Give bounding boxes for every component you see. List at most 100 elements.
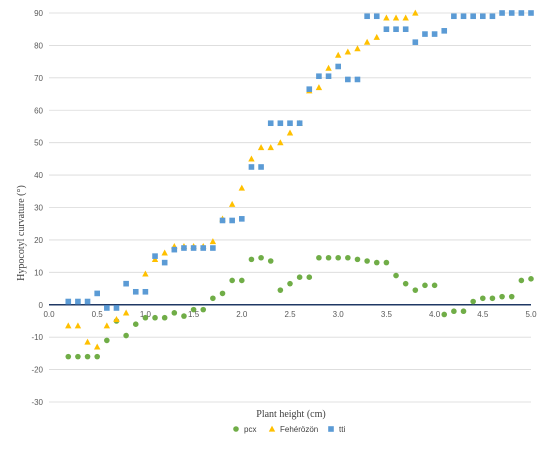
data-point <box>402 14 409 21</box>
data-point <box>257 144 265 151</box>
data-point <box>335 63 341 70</box>
data-point <box>402 26 409 33</box>
data-point <box>248 155 255 162</box>
data-point <box>518 277 525 284</box>
data-point <box>219 217 226 224</box>
legend-marker <box>328 426 334 432</box>
data-point <box>354 256 361 263</box>
x-tick-label: 1.5 <box>188 310 200 319</box>
data-point <box>402 280 409 287</box>
data-point <box>287 120 293 127</box>
data-series <box>65 9 534 360</box>
x-tick-label: 2.5 <box>284 310 296 319</box>
data-point <box>75 353 81 360</box>
x-tick-label: 3.0 <box>333 310 345 319</box>
data-point <box>229 277 235 284</box>
data-point <box>200 245 207 251</box>
data-point <box>373 13 380 20</box>
data-point <box>451 13 457 20</box>
y-tick-label: -30 <box>31 398 43 407</box>
data-point <box>104 305 110 311</box>
data-point <box>277 120 284 127</box>
x-tick-label: 0.5 <box>92 310 104 319</box>
data-point <box>412 39 419 45</box>
data-point <box>363 38 371 45</box>
data-point <box>181 313 187 319</box>
data-point <box>306 86 313 92</box>
data-point <box>277 139 284 146</box>
y-axis-title: Hypocotyl curvature (°) <box>16 185 27 281</box>
data-point <box>441 311 448 318</box>
data-point <box>489 295 496 302</box>
data-point <box>383 259 390 266</box>
data-point <box>286 129 294 136</box>
data-point <box>219 290 226 297</box>
x-axis-tick-labels: 0.0 0.5 1.0 1.5 2.0 2.5 3.0 3.5 4.0 4.5 5.0 <box>43 310 537 319</box>
legend-item: Fehérözön <box>268 425 318 434</box>
data-point <box>94 290 100 297</box>
y-tick-label: 90 <box>34 9 43 18</box>
data-point <box>210 295 216 302</box>
data-point <box>518 10 525 16</box>
data-point <box>373 33 380 40</box>
data-point <box>306 274 313 280</box>
legend-label: pcx <box>244 425 256 434</box>
data-point <box>238 184 245 191</box>
data-point <box>94 353 100 360</box>
data-point <box>152 314 158 321</box>
data-point <box>499 10 505 16</box>
data-point <box>335 51 342 58</box>
data-point <box>142 288 149 295</box>
data-point <box>132 288 139 295</box>
data-point <box>65 298 72 305</box>
data-point <box>239 216 245 222</box>
data-point <box>74 322 82 329</box>
data-point <box>392 14 400 21</box>
y-tick-label: -10 <box>31 333 43 342</box>
data-point <box>422 282 428 289</box>
data-point <box>190 306 197 313</box>
y-tick-label: 60 <box>34 106 43 115</box>
data-point <box>460 13 467 20</box>
y-tick-label: 40 <box>34 171 43 180</box>
data-point <box>65 353 72 360</box>
data-point <box>229 217 235 224</box>
data-point <box>373 259 380 266</box>
x-tick-label: 0.0 <box>43 310 55 319</box>
data-point <box>412 287 419 293</box>
data-point <box>345 76 351 83</box>
data-point <box>103 322 111 329</box>
data-point <box>239 277 245 284</box>
data-point <box>84 338 91 345</box>
data-point <box>354 45 361 52</box>
data-point <box>181 245 187 251</box>
legend-marker <box>233 426 239 432</box>
data-point <box>123 280 129 287</box>
data-point <box>152 253 158 259</box>
data-point <box>508 10 515 16</box>
data-point <box>267 144 274 151</box>
data-point <box>161 314 168 321</box>
data-point <box>316 73 322 80</box>
data-point <box>470 298 476 305</box>
data-point <box>431 31 438 37</box>
legend-marker <box>268 425 276 432</box>
data-point <box>480 13 486 20</box>
x-tick-label: 2.0 <box>236 310 248 319</box>
y-tick-label: 30 <box>34 204 43 213</box>
y-tick-label: 80 <box>34 41 43 50</box>
data-point <box>161 259 168 266</box>
data-point <box>248 164 255 170</box>
y-axis-tick-labels: -30 -20 -10 0 10 20 30 40 50 60 70 80 90 <box>31 9 43 407</box>
data-point <box>161 249 168 256</box>
legend-item: tti <box>328 425 345 434</box>
data-point <box>364 258 370 264</box>
data-point <box>460 308 467 315</box>
x-tick-label: 4.0 <box>429 310 441 319</box>
data-point <box>142 314 149 321</box>
data-point <box>200 306 207 313</box>
legend: pcx Fehérözön tti <box>233 425 345 434</box>
y-tick-label: 70 <box>34 74 43 83</box>
data-point <box>383 26 390 33</box>
